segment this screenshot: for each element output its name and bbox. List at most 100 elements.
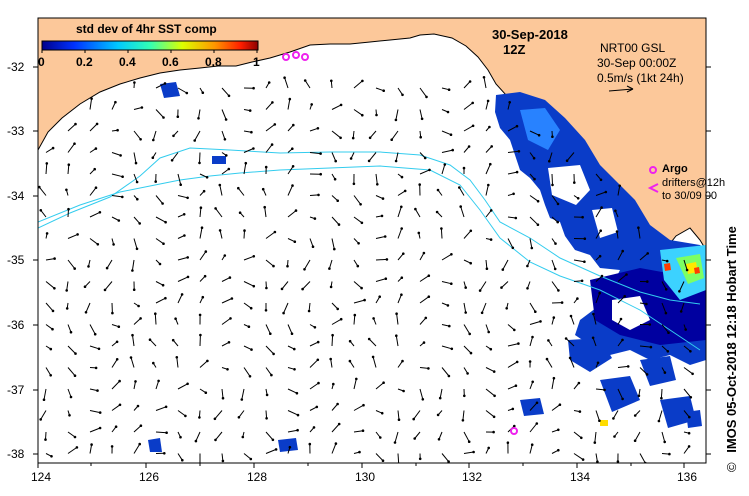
current-arrow bbox=[419, 109, 423, 119]
current-arrow bbox=[680, 302, 685, 312]
current-arrow bbox=[413, 410, 421, 420]
current-arrow bbox=[479, 281, 487, 291]
current-arrow-head bbox=[315, 405, 319, 409]
current-arrow bbox=[287, 324, 293, 334]
current-arrow-head bbox=[249, 306, 253, 310]
current-arrow-head bbox=[67, 207, 70, 211]
current-arrow-head bbox=[576, 197, 580, 200]
current-arrow-head bbox=[554, 242, 557, 245]
current-arrow-head bbox=[471, 101, 475, 105]
current-arrow-head bbox=[170, 159, 174, 162]
current-arrow bbox=[89, 410, 101, 414]
colorbar-title: std dev of 4hr SST comp bbox=[76, 22, 217, 36]
current-arrow-head bbox=[296, 413, 300, 417]
current-arrow-head bbox=[111, 311, 114, 315]
current-arrow-head bbox=[292, 123, 295, 127]
current-arrow-head bbox=[221, 459, 225, 463]
current-arrow bbox=[573, 431, 582, 439]
current-arrow-head bbox=[252, 284, 256, 288]
current-arrow-head bbox=[446, 110, 450, 114]
current-arrow-head bbox=[361, 113, 364, 117]
current-arrow bbox=[617, 250, 624, 261]
current-arrow-head bbox=[171, 338, 175, 342]
current-arrow-head bbox=[330, 79, 333, 83]
lon-tick-label: 124 bbox=[31, 470, 52, 484]
current-arrow-head bbox=[42, 398, 46, 402]
current-arrow-head bbox=[358, 450, 361, 454]
current-arrow-head bbox=[379, 436, 382, 439]
current-arrow bbox=[215, 208, 223, 218]
current-arrow bbox=[529, 195, 539, 202]
current-time: 30-Sep 00:00Z bbox=[597, 56, 677, 70]
current-arrow-head bbox=[163, 452, 166, 455]
current-arrow bbox=[395, 335, 399, 347]
current-arrow bbox=[67, 123, 76, 132]
current-arrow-head bbox=[329, 357, 333, 361]
current-arrow-head bbox=[362, 403, 365, 407]
current-arrow-head bbox=[448, 324, 451, 328]
current-arrow bbox=[67, 345, 76, 354]
current-arrow bbox=[155, 238, 164, 245]
current-arrow-head bbox=[282, 311, 285, 315]
current-arrow bbox=[419, 87, 427, 98]
current-arrow-head bbox=[367, 337, 371, 341]
current-arrow-head bbox=[269, 332, 272, 336]
current-arrow-head bbox=[437, 438, 441, 441]
current-arrow-head bbox=[152, 138, 155, 142]
current-arrow-head bbox=[273, 123, 277, 126]
current-arrow bbox=[45, 147, 54, 153]
current-arrow bbox=[569, 357, 575, 368]
current-arrow bbox=[502, 259, 509, 270]
current-arrow-head bbox=[69, 330, 73, 334]
current-arrow-head bbox=[286, 264, 289, 268]
current-arrow-head bbox=[185, 91, 189, 95]
current-arrow bbox=[463, 81, 471, 89]
current-arrow bbox=[368, 152, 377, 162]
drifter-legend-icon bbox=[647, 183, 659, 193]
current-arrow-head bbox=[359, 203, 362, 206]
current-arrow bbox=[221, 109, 227, 120]
current-arrow-head bbox=[270, 143, 274, 146]
current-arrow-head bbox=[131, 269, 134, 272]
current-arrow bbox=[529, 130, 540, 136]
current-arrow-head bbox=[446, 304, 450, 307]
current-arrow-head bbox=[248, 109, 252, 112]
current-arrow bbox=[198, 109, 201, 119]
current-arrow-head bbox=[270, 373, 273, 377]
side-label-text: IMOS 05-Oct-2018 12:18 Hobart Time bbox=[724, 226, 739, 453]
current-arrow-head bbox=[98, 411, 102, 414]
current-arrow-head bbox=[138, 222, 141, 225]
lat-tick-label: -32 bbox=[7, 60, 25, 74]
current-arrow-head bbox=[117, 325, 121, 329]
current-arrow-head bbox=[164, 220, 167, 224]
current-arrow-head bbox=[132, 288, 136, 292]
current-arrow bbox=[133, 216, 141, 224]
current-arrow bbox=[637, 227, 641, 239]
current-arrow bbox=[353, 378, 357, 390]
current-arrow bbox=[375, 278, 386, 282]
current-arrow-head bbox=[361, 429, 365, 433]
current-arrow bbox=[133, 443, 141, 454]
current-arrow-head bbox=[537, 133, 541, 137]
current-arrow bbox=[89, 444, 93, 454]
current-arrow-head bbox=[556, 202, 560, 206]
current-arrow bbox=[353, 216, 363, 224]
current-arrow bbox=[660, 388, 663, 399]
current-arrow bbox=[331, 130, 341, 139]
current-arrow-head bbox=[296, 428, 299, 432]
current-arrow-head bbox=[419, 135, 423, 139]
current-arrow bbox=[221, 130, 226, 140]
current-arrow-head bbox=[687, 445, 691, 448]
argo-legend-label: Argo bbox=[662, 163, 688, 175]
current-arrow-head bbox=[450, 253, 453, 256]
current-arrow bbox=[353, 299, 365, 304]
current-arrow-head bbox=[237, 416, 241, 419]
current-arrow-head bbox=[199, 206, 203, 209]
current-arrow bbox=[375, 258, 387, 261]
current-arrow bbox=[462, 410, 465, 421]
current-arrow bbox=[67, 233, 78, 239]
current-arrow bbox=[375, 453, 384, 462]
current-arrow-head bbox=[493, 394, 496, 398]
current-arrow-head bbox=[613, 435, 616, 438]
current-arrow bbox=[507, 361, 518, 368]
